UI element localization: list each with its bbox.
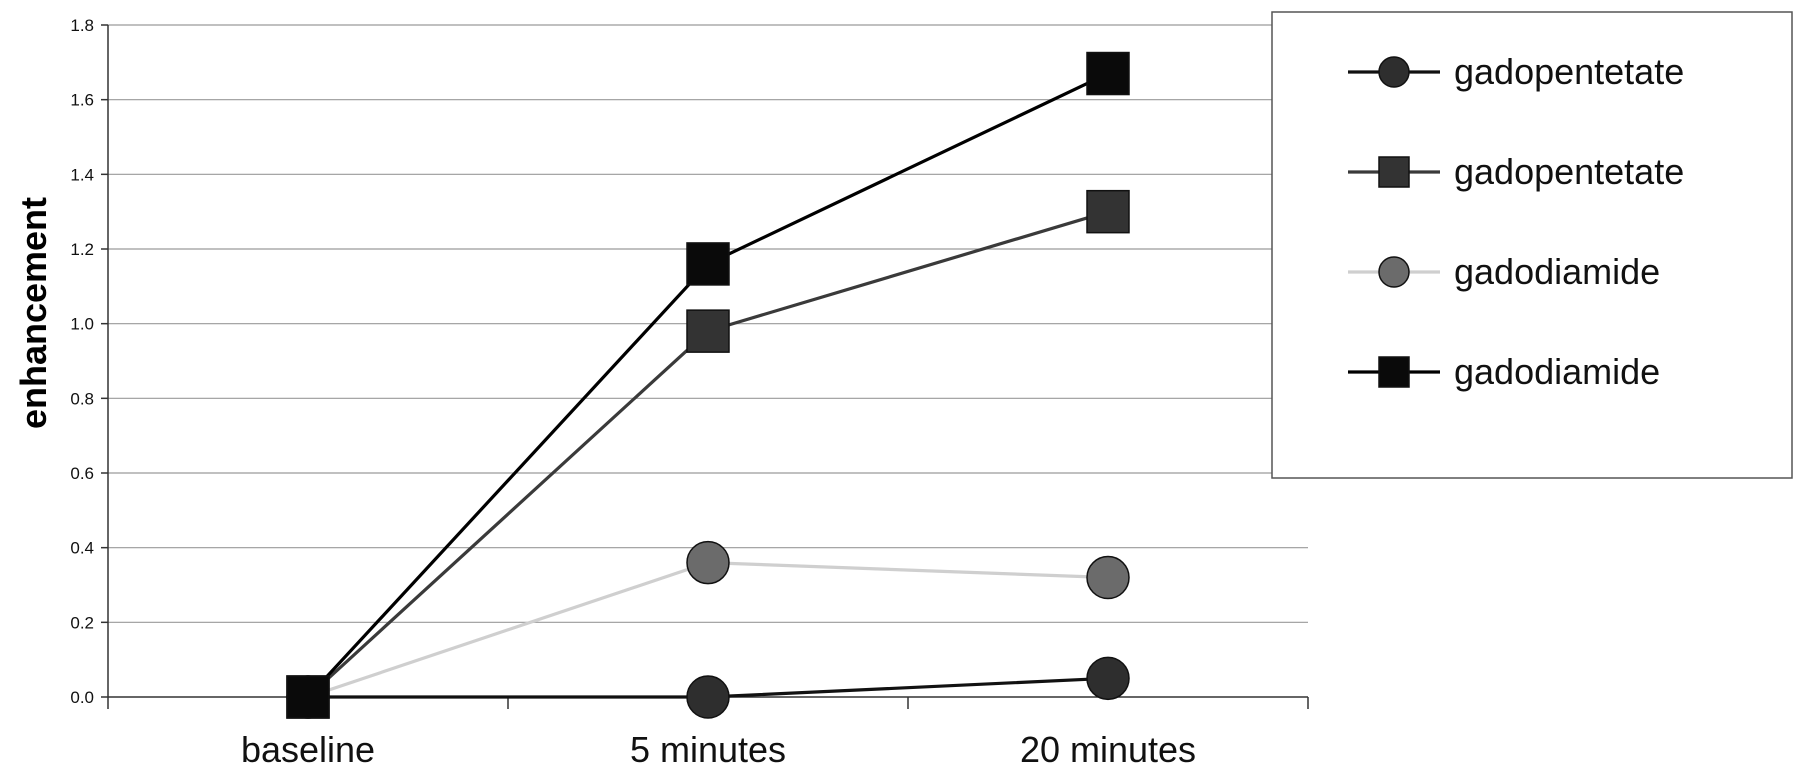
x-category-label: baseline [241, 729, 375, 770]
y-tick-label: 1.8 [70, 16, 94, 35]
y-axis-title: enhancement [13, 197, 54, 429]
series-line [306, 72, 1109, 699]
y-tick-label: 0.6 [70, 464, 94, 483]
x-category-label: 20 minutes [1020, 729, 1196, 770]
data-point [1086, 189, 1130, 234]
y-tick-label: 0.0 [70, 688, 94, 707]
axes: 0.0 0.2 0.4 0.6 0.8 1.0 1.2 1.4 1.6 1.8 baseline 5 … [70, 16, 1309, 770]
y-tick-label: 1.6 [70, 91, 94, 110]
series-markers [286, 51, 1130, 719]
legend-label: gadopentetate [1454, 151, 1684, 192]
series-lines [306, 72, 1109, 699]
legend: gadopentetate gadopentetate gadodiamide gad… [1271, 11, 1793, 479]
legend-box [1271, 11, 1793, 479]
legend-entry: gadodiamide [1348, 251, 1660, 292]
legend-label: gadodiamide [1454, 251, 1660, 292]
data-point [1086, 555, 1130, 600]
y-tick-label: 1.4 [70, 165, 94, 184]
y-tick-label: 0.4 [70, 539, 94, 558]
legend-marker [1378, 156, 1410, 188]
y-tick-label: 0.8 [70, 389, 94, 408]
legend-entry: gadodiamide [1348, 351, 1660, 392]
legend-entry: gadopentetate [1348, 51, 1684, 92]
legend-marker [1378, 356, 1410, 388]
data-point [686, 242, 730, 286]
y-tick-label: 1.0 [70, 315, 94, 334]
y-tick-label: 0.2 [70, 613, 94, 632]
legend-marker [1378, 256, 1410, 288]
data-point [1086, 656, 1130, 701]
data-point [286, 675, 330, 719]
legend-label: gadodiamide [1454, 351, 1660, 392]
y-tick-label: 1.2 [70, 240, 94, 259]
legend-label: gadopentetate [1454, 51, 1684, 92]
data-point [686, 540, 730, 585]
data-point [686, 309, 730, 353]
legend-entry: gadopentetate [1348, 151, 1684, 192]
x-category-label: 5 minutes [630, 729, 786, 770]
data-point [686, 675, 730, 719]
data-point [1086, 51, 1130, 96]
legend-marker [1378, 56, 1410, 88]
